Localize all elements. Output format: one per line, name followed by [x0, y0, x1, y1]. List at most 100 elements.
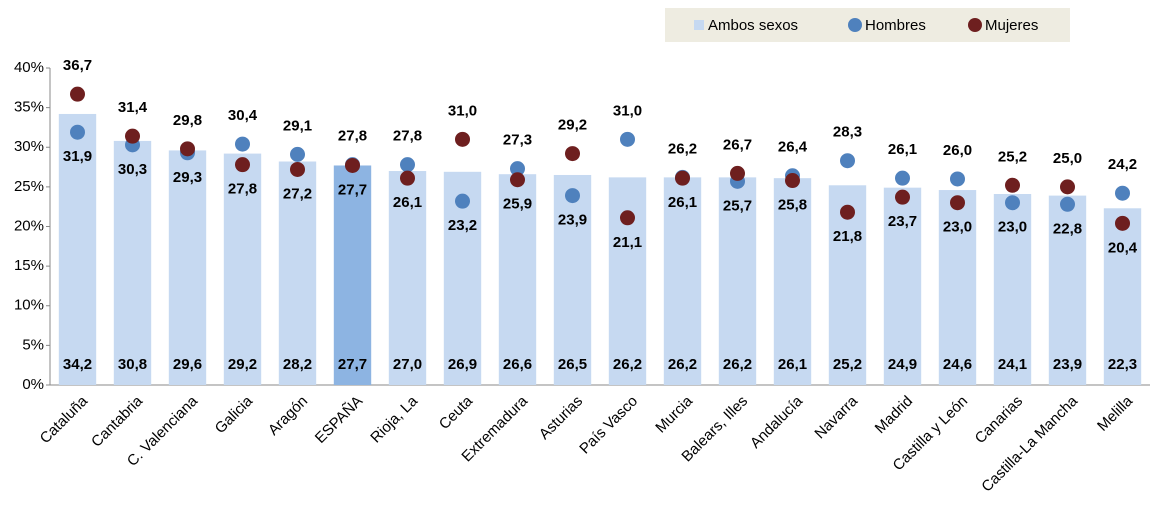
dot-value-label: 24,2: [1108, 156, 1137, 173]
dot-value-label: 26,1: [888, 141, 917, 158]
dot-value-label: 26,4: [778, 139, 808, 156]
x-tick-label: Aragón: [265, 393, 311, 439]
dot: [290, 146, 305, 162]
dot-value-label: 25,2: [998, 148, 1027, 165]
dot: [785, 173, 800, 189]
dot-value-label: 30,3: [118, 161, 147, 178]
legend-swatch: [968, 18, 982, 32]
dot-value-label: 26,1: [668, 194, 697, 211]
dot: [1060, 196, 1075, 212]
dot-value-label: 27,8: [228, 181, 257, 198]
bar-value-label: 24,6: [943, 356, 972, 373]
bar-value-label: 27,0: [393, 356, 422, 373]
bar-value-label: 34,2: [63, 356, 92, 373]
y-tick-label: 40%: [14, 59, 44, 76]
legend-label: Ambos sexos: [708, 17, 798, 34]
dot: [620, 131, 635, 147]
bar-value-label: 26,2: [668, 356, 697, 373]
dot-value-label: 29,1: [283, 117, 312, 134]
bar-value-label: 26,5: [558, 356, 587, 373]
dot-value-label: 23,7: [888, 213, 917, 230]
dot: [125, 128, 140, 144]
x-tick-label: Castilla-La Mancha: [978, 392, 1081, 495]
dot-value-label: 27,8: [338, 128, 367, 145]
dot-value-label: 21,8: [833, 228, 862, 245]
dot-value-label: 25,9: [503, 196, 532, 213]
dot-value-label: 31,0: [613, 102, 642, 119]
dot: [1115, 185, 1130, 201]
dot: [70, 86, 85, 102]
bar-value-label: 26,9: [448, 356, 477, 373]
dot: [730, 165, 745, 181]
bar-value-label: 26,6: [503, 356, 532, 373]
dot-value-label: 26,0: [943, 142, 972, 159]
x-tick-label: Navarra: [811, 392, 861, 442]
dot: [675, 170, 690, 186]
bar-value-label: 30,8: [118, 356, 147, 373]
bar: [223, 153, 262, 385]
x-tick-label: Ceuta: [436, 392, 477, 433]
dot-value-label: 31,9: [63, 148, 92, 165]
bar: [388, 171, 427, 385]
bar: [168, 150, 207, 385]
bar: [663, 177, 702, 385]
legend-label: Mujeres: [985, 17, 1038, 34]
x-tick-label: Andalucía: [747, 392, 807, 452]
bar: [1048, 195, 1087, 385]
dot: [70, 124, 85, 140]
bar: [883, 187, 922, 385]
dot-value-label: 23,0: [998, 219, 1027, 236]
dot-value-label: 27,7: [338, 181, 367, 198]
bar-value-label: 27,7: [338, 356, 367, 373]
dot-value-label: 27,8: [393, 128, 422, 145]
dot-value-label: 20,4: [1108, 239, 1138, 256]
dot: [1115, 215, 1130, 231]
y-tick-label: 30%: [14, 138, 44, 155]
dot-value-label: 25,8: [778, 197, 807, 214]
bar-value-label: 29,6: [173, 356, 202, 373]
dot-value-label: 31,4: [118, 99, 148, 116]
bar-value-label: 26,2: [613, 356, 642, 373]
bar: [718, 177, 757, 385]
bar: [773, 178, 812, 385]
dot: [400, 170, 415, 186]
dot-value-label: 23,9: [558, 212, 587, 229]
x-tick-label: Madrid: [872, 393, 916, 437]
bar-value-label: 24,9: [888, 356, 917, 373]
y-tick-label: 35%: [14, 99, 44, 116]
dot: [290, 161, 305, 177]
dot: [950, 171, 965, 187]
bar-value-label: 29,2: [228, 356, 257, 373]
y-tick-label: 0%: [22, 376, 44, 393]
dot: [510, 161, 525, 177]
dot: [1005, 177, 1020, 193]
bar: [498, 174, 537, 385]
y-tick-label: 5%: [22, 336, 44, 353]
bar: [608, 177, 647, 385]
dot: [345, 157, 360, 173]
legend-box: [665, 8, 1070, 42]
y-tick-label: 15%: [14, 257, 44, 274]
dot: [400, 157, 415, 173]
bar-value-label: 26,1: [778, 356, 807, 373]
dot-value-label: 36,7: [63, 57, 92, 74]
x-tick-label: ESPAÑA: [312, 393, 366, 447]
legend-swatch: [694, 20, 704, 30]
bar: [58, 113, 97, 385]
bar-value-label: 25,2: [833, 356, 862, 373]
dot-value-label: 25,0: [1053, 150, 1082, 167]
bar-value-label: 24,1: [998, 356, 1027, 373]
dot-value-label: 27,3: [503, 132, 532, 149]
bar-value-label: 26,2: [723, 356, 752, 373]
dot: [455, 193, 470, 209]
dot: [235, 136, 250, 152]
dot: [895, 189, 910, 205]
x-tick-label: Cantabria: [88, 392, 146, 450]
dot-value-label: 26,2: [668, 140, 697, 157]
y-tick-label: 25%: [14, 178, 44, 195]
dot-value-label: 25,7: [723, 197, 752, 214]
dot-value-label: 23,0: [943, 219, 972, 236]
x-tick-label: Rioja, La: [367, 392, 421, 446]
bar: [1103, 208, 1142, 385]
